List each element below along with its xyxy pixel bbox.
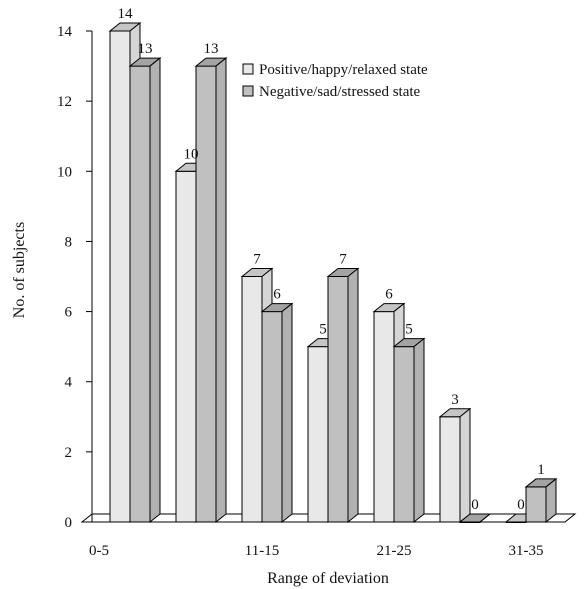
bar-front: [307, 346, 329, 523]
bar: [194, 57, 228, 524]
bar: [524, 477, 558, 524]
y-tick-label: 0: [65, 515, 73, 531]
data-label: 5: [405, 322, 413, 338]
bar: [260, 302, 294, 524]
bar-front: [109, 30, 131, 523]
x-tick-label: 11-15: [245, 543, 279, 559]
bar-front: [175, 170, 197, 523]
bar-side: [281, 302, 293, 524]
data-label: 6: [385, 287, 393, 303]
data-label: 1: [537, 462, 545, 478]
legend-swatch-negative: [242, 85, 254, 97]
data-label: 0: [471, 497, 479, 513]
y-tick-label: 6: [65, 305, 73, 321]
bar: [128, 57, 162, 524]
data-label: 13: [138, 41, 153, 57]
y-axis-title: No. of subjects: [11, 222, 28, 318]
bar-side: [479, 513, 491, 523]
y-tick-label: 14: [57, 24, 73, 40]
legend-swatch-positive: [242, 63, 254, 75]
legend: Positive/happy/relaxed state Negative/sa…: [242, 62, 428, 100]
bar-side: [149, 57, 161, 524]
bar: [438, 407, 472, 524]
bars: [108, 21, 558, 524]
x-axis-title: Range of deviation: [267, 570, 389, 587]
legend-label-negative: Negative/sad/stressed state: [259, 84, 421, 100]
data-labels: 14 13 10 13 7 6 5 7 6 5 3 0 0 1: [118, 6, 545, 513]
data-label: 7: [253, 252, 261, 268]
data-label: 6: [273, 287, 281, 303]
y-tick-label: 2: [65, 445, 73, 461]
bar-front: [393, 346, 415, 523]
y-axis: 0 2 4 6 8 10 12 14: [57, 24, 93, 531]
bar-front: [439, 416, 461, 523]
bar: [458, 513, 492, 523]
y-tick-label: 4: [65, 375, 73, 391]
x-tick-label: 31-35: [509, 543, 544, 559]
bar-front: [327, 276, 349, 523]
data-label: 5: [319, 322, 327, 338]
bar: [392, 337, 426, 524]
bar-front: [261, 311, 283, 523]
bar-side: [459, 407, 471, 524]
legend-label-positive: Positive/happy/relaxed state: [259, 62, 428, 78]
bar-side: [545, 477, 557, 524]
data-label: 13: [204, 41, 219, 57]
bar-side: [347, 267, 359, 524]
bar-side: [215, 57, 227, 524]
y-tick-label: 8: [65, 234, 73, 250]
data-label: 3: [451, 392, 459, 408]
bar-front: [129, 65, 151, 523]
x-tick-label: 21-25: [377, 543, 412, 559]
data-label: 10: [184, 146, 199, 162]
data-label: 7: [339, 252, 347, 268]
bar-front: [525, 486, 547, 523]
x-axis: 0-5 11-15 21-25 31-35: [89, 543, 544, 559]
x-tick-label: 0-5: [89, 543, 109, 559]
bar: [326, 267, 360, 524]
y-tick-label: 12: [57, 94, 72, 110]
y-tick-label: 10: [57, 164, 72, 180]
data-label: 14: [118, 6, 134, 22]
bar-side: [413, 337, 425, 524]
bar-front: [195, 65, 217, 523]
bar-front: [373, 311, 395, 523]
data-label: 0: [517, 497, 525, 513]
bar-front: [241, 276, 263, 523]
